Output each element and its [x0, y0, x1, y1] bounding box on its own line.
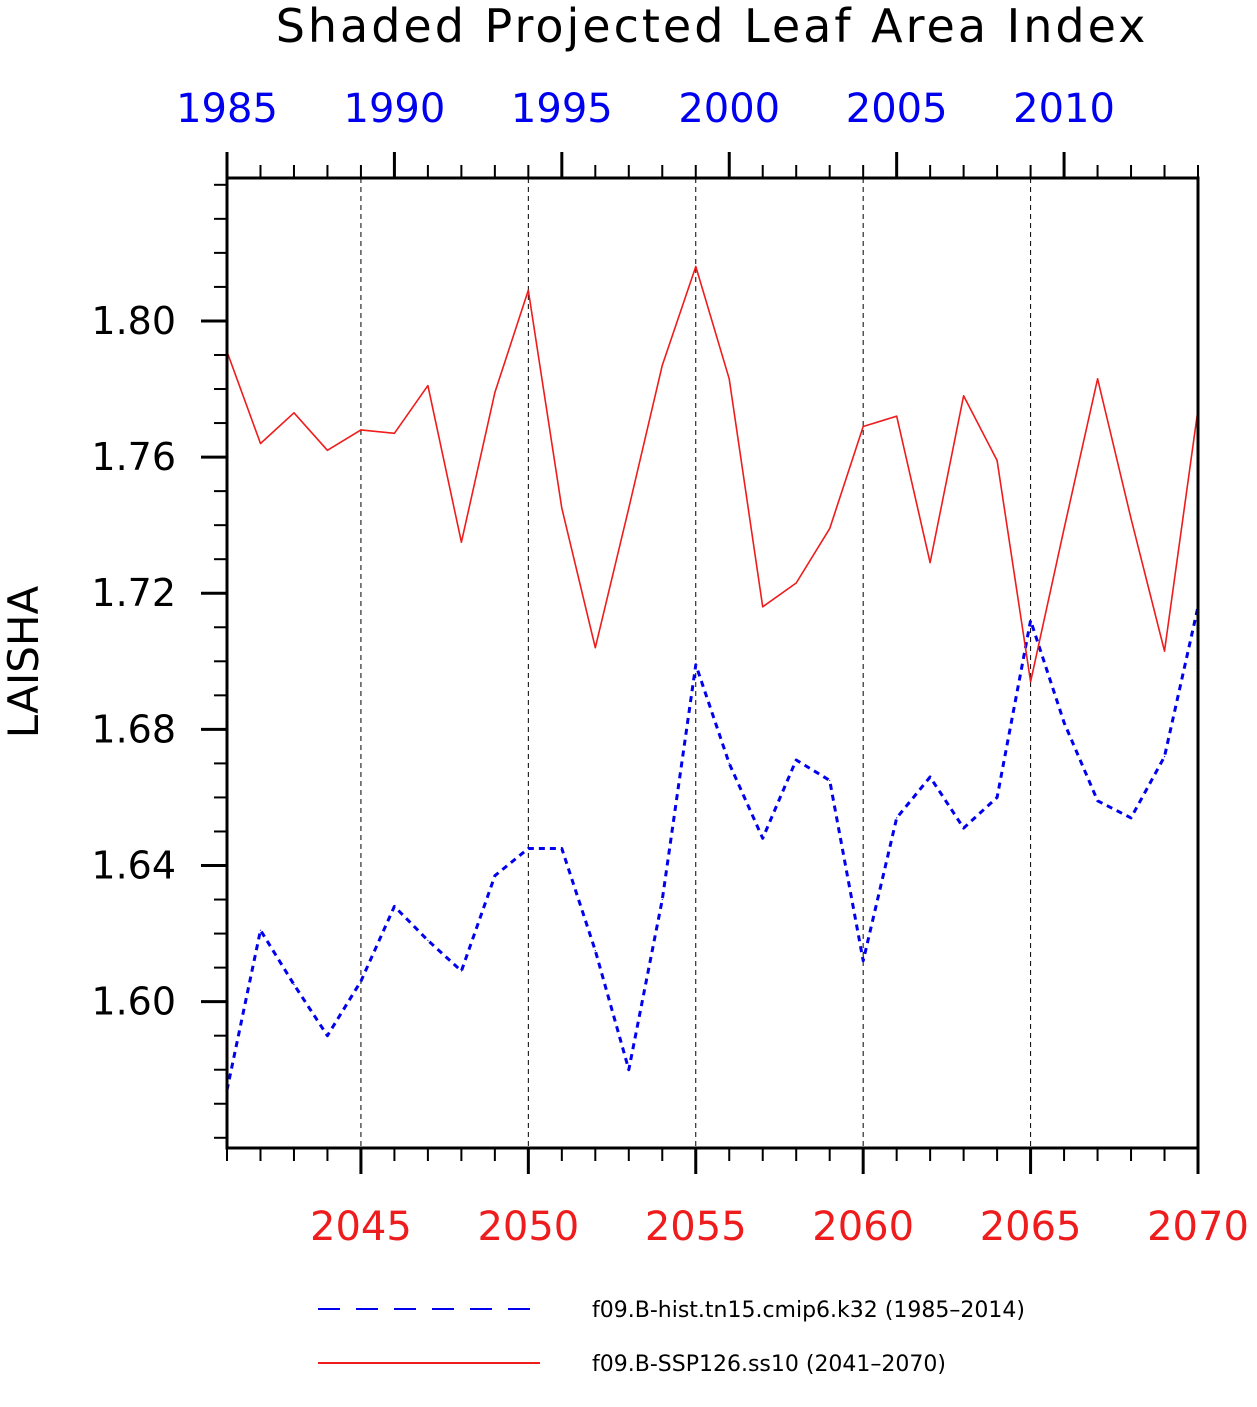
series-line-ssp	[226, 265, 1199, 683]
data-point-hist	[762, 837, 764, 839]
data-point-hist	[829, 779, 831, 782]
data-point-hist	[862, 960, 864, 962]
top-x-tick-label: 2010	[1013, 86, 1115, 132]
axis-ticks	[201, 152, 1200, 1174]
data-point-hist	[494, 875, 496, 877]
data-point-ssp	[326, 449, 329, 451]
data-point-ssp	[1163, 650, 1166, 652]
data-point-ssp	[293, 412, 295, 414]
top-x-tick-label: 2000	[678, 86, 780, 132]
chart-title: Shaded Projected Leaf Area Index	[276, 0, 1149, 53]
data-point-ssp	[427, 385, 429, 387]
bottom-x-tick-label: 2055	[645, 1204, 747, 1250]
data-point-ssp	[762, 606, 764, 608]
data-point-ssp	[661, 364, 663, 366]
top-x-tick-label: 1985	[176, 86, 278, 132]
data-point-ssp	[1063, 527, 1065, 530]
top-x-tick-label: 1995	[511, 86, 613, 132]
data-point-hist	[929, 776, 931, 778]
top-x-tick-label: 1990	[344, 86, 446, 132]
data-point-hist	[561, 847, 563, 850]
plot-frame	[225, 176, 1200, 1150]
data-point-hist	[259, 929, 262, 931]
data-point-hist	[661, 898, 663, 901]
data-point-ssp	[896, 415, 898, 417]
data-point-hist	[360, 980, 362, 982]
data-point-ssp	[259, 442, 262, 445]
data-point-ssp	[795, 582, 797, 584]
y-tick-label: 1.72	[91, 571, 176, 615]
data-point-ssp	[1029, 681, 1032, 683]
data-point-ssp	[594, 647, 596, 649]
series-line-hist	[225, 606, 1200, 1091]
data-point-hist	[628, 1069, 630, 1071]
bottom-x-tick-label: 2050	[477, 1204, 579, 1250]
data-point-hist	[1130, 817, 1132, 819]
vertical-gridlines	[360, 178, 1032, 1148]
data-point-ssp	[460, 541, 462, 543]
data-point-hist	[326, 1035, 329, 1037]
legend-label-hist: f09.B-hist.tn15.cmip6.k32 (1985–2014)	[592, 1298, 1025, 1323]
y-tick-label: 1.64	[91, 844, 176, 888]
data-point-ssp	[963, 395, 965, 397]
data-point-ssp	[728, 378, 730, 380]
data-point-hist	[1063, 721, 1065, 724]
data-point-hist	[293, 984, 295, 986]
y-tick-label: 1.68	[91, 707, 176, 751]
data-point-ssp	[393, 432, 396, 434]
data-point-hist	[1096, 800, 1099, 802]
data-point-ssp	[996, 459, 998, 462]
bottom-x-tick-label: 2045	[310, 1204, 412, 1250]
data-point-hist	[427, 939, 429, 941]
data-point-hist	[795, 759, 797, 761]
y-tick-label: 1.80	[91, 299, 176, 343]
data-point-hist	[393, 905, 396, 907]
data-point-hist	[996, 796, 998, 799]
data-point-ssp	[929, 561, 931, 564]
data-point-ssp	[1130, 517, 1132, 519]
data-point-ssp	[527, 289, 529, 291]
bottom-x-tick-label: 2070	[1147, 1204, 1249, 1250]
data-point-ssp	[695, 265, 697, 268]
data-point-ssp	[829, 527, 831, 530]
legend-label-ssp: f09.B-SSP126.ss10 (2041–2070)	[592, 1352, 946, 1377]
data-point-hist	[896, 817, 898, 819]
data-point-ssp	[360, 429, 362, 431]
y-tick-label: 1.76	[91, 435, 176, 479]
data-point-hist	[728, 762, 730, 765]
data-point-ssp	[628, 507, 630, 509]
y-tick-label: 1.60	[91, 980, 176, 1024]
data-point-hist	[695, 664, 697, 666]
data-point-hist	[594, 949, 596, 952]
bottom-x-tick-label: 2060	[812, 1204, 914, 1250]
data-point-ssp	[561, 507, 563, 509]
series-lines	[225, 265, 1200, 1091]
data-point-ssp	[494, 391, 496, 394]
data-point-hist	[460, 970, 462, 972]
data-point-hist	[527, 847, 529, 850]
tick-labels: 1.60 1.64 1.68 1.72 1.76 1.80 1985 1990 1995 2000…	[91, 86, 1249, 1250]
data-point-ssp	[862, 425, 864, 428]
data-point-hist	[963, 827, 965, 829]
data-point-ssp	[1096, 378, 1099, 380]
legend: f09.B-hist.tn15.cmip6.k32 (1985–2014) f0…	[318, 1298, 1025, 1377]
data-point-hist	[1163, 755, 1166, 758]
data-point-hist	[1029, 619, 1032, 622]
bottom-x-tick-label: 2065	[980, 1204, 1082, 1250]
top-x-tick-label: 2005	[846, 86, 948, 132]
y-axis-label: LAISHA	[0, 586, 48, 739]
